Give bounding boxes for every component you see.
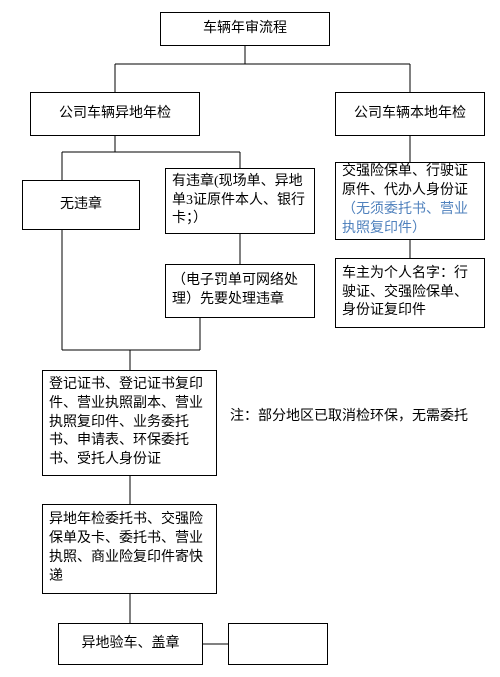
node-has-violation-label: 有违章(现场单、异地单3证原件本人、银行卡；）: [172, 173, 308, 230]
note-text: 注：部分地区已取消检环保，无需委托: [230, 405, 490, 425]
node-blank: [228, 623, 328, 665]
node-local-docs-plain: 交强险保单、行驶证原件、代办人身份证: [342, 164, 468, 198]
node-owner-personal-label: 车主为个人名字：行驶证、交强险保单、身份证复印件: [342, 265, 478, 322]
node-root: 车辆年审流程: [160, 12, 330, 46]
node-local-docs-label: 交强险保单、行驶证原件、代办人身份证 （无须委托书、营业执照复印件）: [342, 163, 478, 239]
node-no-violation-label: 无违章: [29, 196, 133, 215]
node-mail: 异地年检委托书、交强险保单及卡、委托书、营业执照、商业险复印件寄快递: [42, 504, 217, 594]
node-docs-label: 登记证书、登记证书复印件、营业执照副本、营业执照复印件、业务委托书、申请表、环保…: [49, 376, 210, 470]
node-local-docs-accent: （无须委托书、营业执照复印件）: [342, 202, 468, 236]
node-local: 公司车辆本地年检: [335, 92, 485, 136]
node-inspect-label: 异地验车、盖章: [65, 635, 196, 654]
node-root-label: 车辆年审流程: [167, 20, 323, 39]
node-local-label: 公司车辆本地年检: [342, 105, 478, 124]
node-docs: 登记证书、登记证书复印件、营业执照副本、营业执照复印件、业务委托书、申请表、环保…: [42, 370, 217, 476]
node-e-ticket: （电子罚单可网络处理）先要处理违章: [165, 264, 315, 318]
node-no-violation: 无违章: [22, 180, 140, 230]
node-mail-label: 异地年检委托书、交强险保单及卡、委托书、营业执照、商业险复印件寄快递: [49, 511, 210, 587]
node-offsite-label: 公司车辆异地年检: [37, 105, 193, 124]
node-local-docs: 交强险保单、行驶证原件、代办人身份证 （无须委托书、营业执照复印件）: [335, 162, 485, 240]
node-e-ticket-label: （电子罚单可网络处理）先要处理违章: [172, 272, 308, 310]
node-owner-personal: 车主为个人名字：行驶证、交强险保单、身份证复印件: [335, 258, 485, 328]
node-inspect: 异地验车、盖章: [58, 623, 203, 665]
node-offsite: 公司车辆异地年检: [30, 92, 200, 136]
node-has-violation: 有违章(现场单、异地单3证原件本人、银行卡；）: [165, 168, 315, 234]
